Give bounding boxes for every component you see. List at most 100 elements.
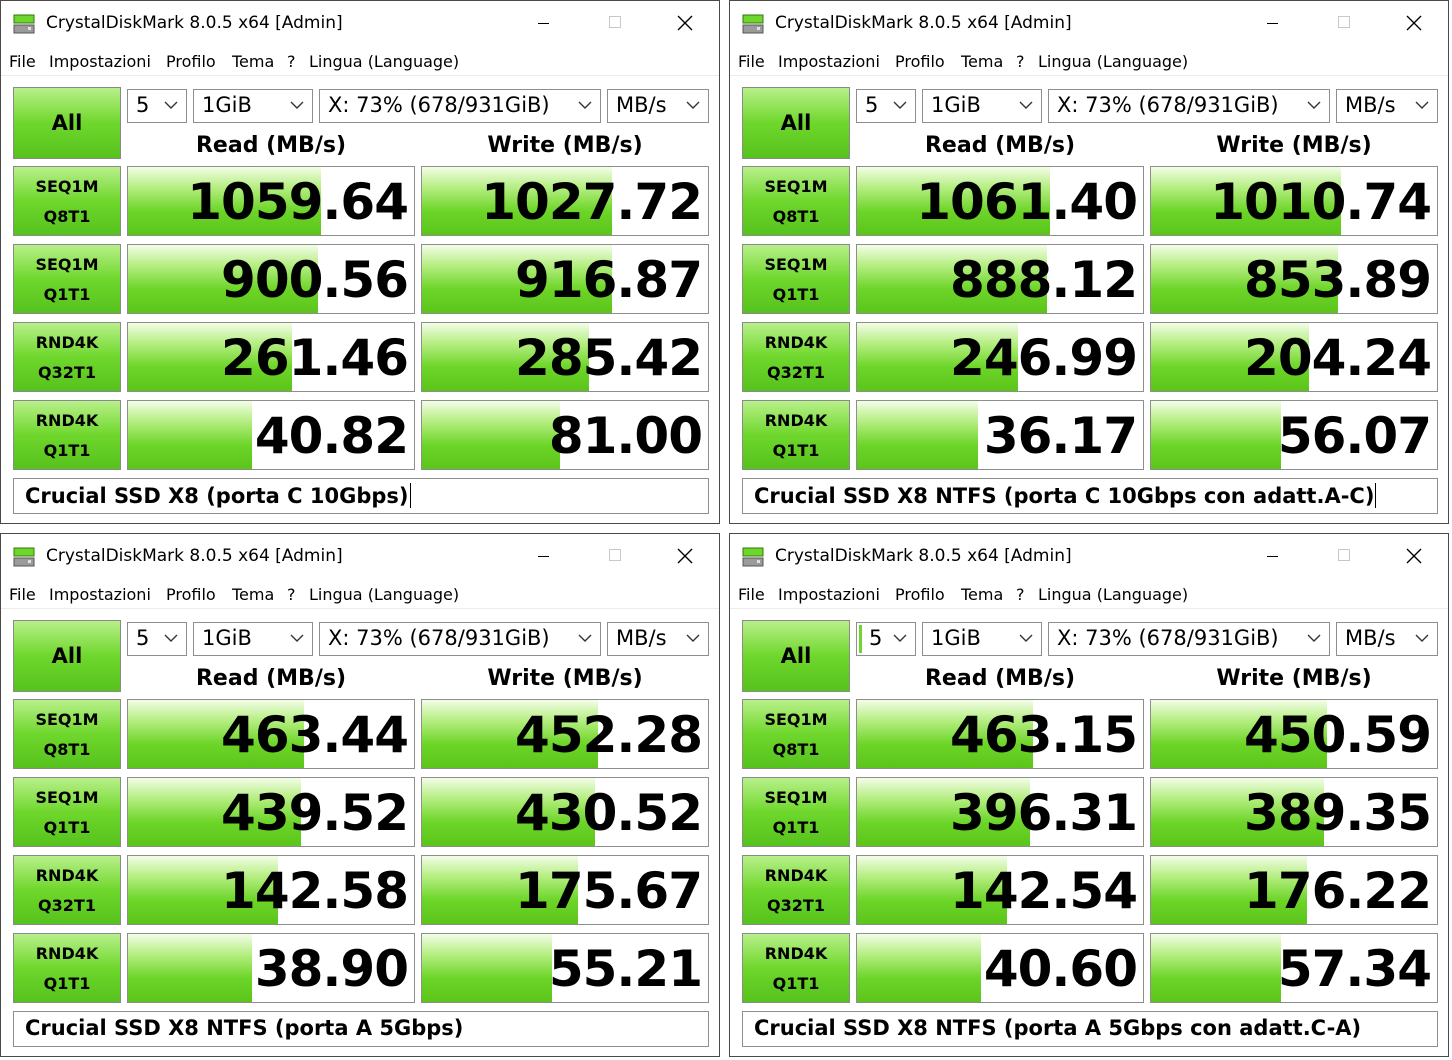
- title-bar[interactable]: CrystalDiskMark 8.0.5 x64 [Admin]: [730, 534, 1448, 578]
- comment-field[interactable]: Crucial SSD X8 NTFS (porta A 5Gbps con a…: [742, 1011, 1438, 1047]
- close-button[interactable]: [649, 534, 719, 578]
- write-speed-value: 204.24: [1244, 329, 1432, 387]
- all-button[interactable]: All: [13, 87, 121, 159]
- menu-impostazioni[interactable]: Impostazioni: [778, 52, 880, 71]
- read-result-cell: 142.58: [127, 855, 415, 925]
- test-button-4[interactable]: RND4K Q1T1: [742, 933, 850, 1003]
- drive-select[interactable]: X: 73% (678/931GiB): [319, 622, 601, 656]
- menu-profilo[interactable]: Profilo: [166, 52, 216, 71]
- menu-impostazioni[interactable]: Impostazioni: [49, 52, 151, 71]
- unit-select[interactable]: MB/s: [607, 622, 709, 656]
- maximize-button[interactable]: [1308, 534, 1378, 578]
- test-button-2[interactable]: SEQ1M Q1T1: [13, 777, 121, 847]
- test-button-2[interactable]: SEQ1M Q1T1: [742, 777, 850, 847]
- test-size-value: 1GiB: [202, 93, 252, 117]
- drive-select[interactable]: X: 73% (678/931GiB): [319, 89, 601, 123]
- test-count-select[interactable]: 5: [856, 622, 916, 656]
- drive-value: X: 73% (678/931GiB): [1057, 626, 1279, 650]
- title-bar[interactable]: CrystalDiskMark 8.0.5 x64 [Admin]: [1, 1, 719, 45]
- all-button[interactable]: All: [742, 620, 850, 692]
- all-button[interactable]: All: [13, 620, 121, 692]
- menu-lingua[interactable]: Lingua (Language): [1038, 585, 1189, 604]
- minimize-button[interactable]: [509, 1, 579, 45]
- test-size-select[interactable]: 1GiB: [922, 89, 1042, 123]
- comment-field[interactable]: Crucial SSD X8 (porta C 10Gbps): [13, 478, 709, 514]
- menu-help[interactable]: ?: [287, 52, 296, 71]
- test-size-select[interactable]: 1GiB: [193, 89, 313, 123]
- menu-lingua[interactable]: Lingua (Language): [1038, 52, 1189, 71]
- minimize-button[interactable]: [509, 534, 579, 578]
- write-speed-bar: [1151, 934, 1281, 1002]
- maximize-button[interactable]: [579, 534, 649, 578]
- comment-field[interactable]: Crucial SSD X8 NTFS (porta A 5Gbps): [13, 1011, 709, 1047]
- read-speed-value: 142.54: [950, 862, 1138, 920]
- test-button-1[interactable]: SEQ1M Q8T1: [742, 699, 850, 769]
- test-button-2[interactable]: SEQ1M Q1T1: [742, 244, 850, 314]
- read-result-cell: 261.46: [127, 322, 415, 392]
- menu-profilo[interactable]: Profilo: [166, 585, 216, 604]
- menu-lingua[interactable]: Lingua (Language): [309, 585, 460, 604]
- close-icon: [677, 548, 693, 564]
- test-button-1[interactable]: SEQ1M Q8T1: [742, 166, 850, 236]
- unit-select[interactable]: MB/s: [607, 89, 709, 123]
- write-speed-value: 176.22: [1244, 862, 1432, 920]
- all-button[interactable]: All: [742, 87, 850, 159]
- menu-profilo[interactable]: Profilo: [895, 585, 945, 604]
- menu-profilo[interactable]: Profilo: [895, 52, 945, 71]
- read-result-cell: 396.31: [856, 777, 1144, 847]
- read-speed-value: 900.56: [221, 251, 409, 309]
- test-size-select[interactable]: 1GiB: [193, 622, 313, 656]
- menu-file[interactable]: File: [738, 585, 765, 604]
- close-button[interactable]: [1378, 1, 1448, 45]
- menu-tema[interactable]: Tema: [961, 52, 1004, 71]
- test-button-1[interactable]: SEQ1M Q8T1: [13, 166, 121, 236]
- test-button-3[interactable]: RND4K Q32T1: [13, 855, 121, 925]
- drive-select[interactable]: X: 73% (678/931GiB): [1048, 622, 1330, 656]
- menu-file[interactable]: File: [9, 585, 36, 604]
- test-count-select[interactable]: 5: [127, 89, 187, 123]
- menu-tema[interactable]: Tema: [232, 585, 275, 604]
- test-label-line1: RND4K: [764, 333, 828, 352]
- crystaldiskmark-window-2: CrystalDiskMark 8.0.5 x64 [Admin] File I…: [729, 0, 1449, 524]
- test-button-3[interactable]: RND4K Q32T1: [13, 322, 121, 392]
- minimize-button[interactable]: [1238, 1, 1308, 45]
- comment-field[interactable]: Crucial SSD X8 NTFS (porta C 10Gbps con …: [742, 478, 1438, 514]
- close-button[interactable]: [649, 1, 719, 45]
- write-speed-value: 853.89: [1244, 251, 1432, 309]
- read-speed-value: 888.12: [950, 251, 1138, 309]
- drive-select[interactable]: X: 73% (678/931GiB): [1048, 89, 1330, 123]
- write-speed-bar: [422, 934, 552, 1002]
- comment-value: Crucial SSD X8 (porta C 10Gbps): [25, 484, 409, 508]
- test-button-2[interactable]: SEQ1M Q1T1: [13, 244, 121, 314]
- menu-tema[interactable]: Tema: [232, 52, 275, 71]
- menu-tema[interactable]: Tema: [961, 585, 1004, 604]
- test-button-4[interactable]: RND4K Q1T1: [13, 400, 121, 470]
- menu-help[interactable]: ?: [1016, 52, 1025, 71]
- unit-select[interactable]: MB/s: [1336, 89, 1438, 123]
- unit-select[interactable]: MB/s: [1336, 622, 1438, 656]
- menu-lingua[interactable]: Lingua (Language): [309, 52, 460, 71]
- test-button-4[interactable]: RND4K Q1T1: [13, 933, 121, 1003]
- menu-file[interactable]: File: [9, 52, 36, 71]
- test-count-select[interactable]: 5: [127, 622, 187, 656]
- menu-help[interactable]: ?: [1016, 585, 1025, 604]
- test-button-3[interactable]: RND4K Q32T1: [742, 322, 850, 392]
- maximize-button[interactable]: [579, 1, 649, 45]
- test-button-1[interactable]: SEQ1M Q8T1: [13, 699, 121, 769]
- read-speed-bar: [857, 401, 978, 469]
- test-size-select[interactable]: 1GiB: [922, 622, 1042, 656]
- menu-help[interactable]: ?: [287, 585, 296, 604]
- test-button-3[interactable]: RND4K Q32T1: [742, 855, 850, 925]
- menu-file[interactable]: File: [738, 52, 765, 71]
- test-count-select[interactable]: 5: [856, 89, 916, 123]
- menu-impostazioni[interactable]: Impostazioni: [49, 585, 151, 604]
- menu-impostazioni[interactable]: Impostazioni: [778, 585, 880, 604]
- test-button-4[interactable]: RND4K Q1T1: [742, 400, 850, 470]
- title-bar[interactable]: CrystalDiskMark 8.0.5 x64 [Admin]: [1, 534, 719, 578]
- maximize-button[interactable]: [1308, 1, 1378, 45]
- title-bar[interactable]: CrystalDiskMark 8.0.5 x64 [Admin]: [730, 1, 1448, 45]
- close-button[interactable]: [1378, 534, 1448, 578]
- test-label-line1: RND4K: [35, 944, 99, 963]
- minimize-button[interactable]: [1238, 534, 1308, 578]
- write-speed-value: 430.52: [515, 784, 703, 842]
